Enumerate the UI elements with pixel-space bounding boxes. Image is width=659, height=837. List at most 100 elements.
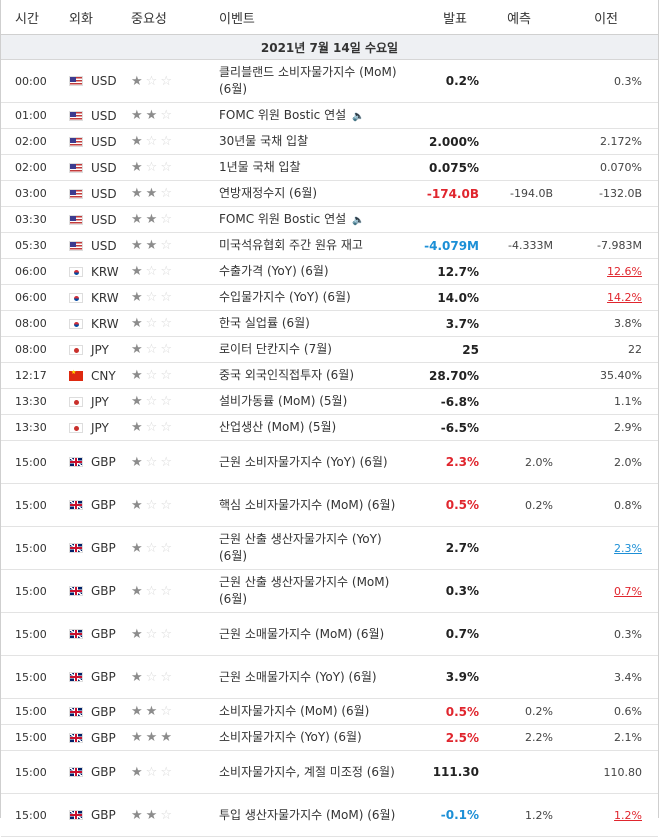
event-name-cell[interactable]: 한국 실업률 (6월) bbox=[217, 310, 399, 337]
event-name-cell[interactable]: 미국석유협회 주간 원유 재고 bbox=[217, 232, 399, 259]
event-name-cell[interactable]: 근원 소매물가지수 (MoM) (6월) bbox=[217, 612, 399, 656]
event-name[interactable]: 근원 산출 생산자물가지수 (MoM) (6월) bbox=[219, 575, 390, 606]
event-row[interactable]: 02:00 USD ★ ☆ ☆ 30년물 국채 입찰 2.000% 2.172% bbox=[1, 128, 658, 155]
event-name[interactable]: 설비가동률 (MoM) (5월) bbox=[219, 394, 348, 408]
event-name-cell[interactable]: 클리블랜드 소비자물가지수 (MoM) (6월) bbox=[217, 59, 399, 103]
flag-us-icon bbox=[69, 162, 83, 173]
event-row[interactable]: 13:30 JPY ★ ☆ ☆ 설비가동률 (MoM) (5월) -6.8% 1.1% bbox=[1, 388, 658, 415]
event-name-cell[interactable]: 설비가동률 (MoM) (5월) bbox=[217, 388, 399, 415]
event-name-cell[interactable]: 근원 소매물가지수 (YoY) (6월) bbox=[217, 655, 399, 699]
star-icon: ☆ bbox=[160, 669, 172, 685]
event-row[interactable]: 08:00 JPY ★ ☆ ☆ 로이터 단칸지수 (7월) 25 22 bbox=[1, 336, 658, 363]
event-name-cell[interactable]: 소비자물가지수, 계절 미조정 (6월) bbox=[217, 750, 399, 794]
star-icon: ☆ bbox=[160, 704, 172, 719]
event-time: 06:00 bbox=[1, 284, 65, 311]
event-name-cell[interactable]: 30년물 국채 입찰 bbox=[217, 128, 399, 155]
event-name-cell[interactable]: 수출가격 (YoY) (6월) bbox=[217, 258, 399, 285]
event-name[interactable]: 근원 소매물가지수 (MoM) (6월) bbox=[219, 626, 385, 641]
event-name[interactable]: 근원 산출 생산자물가지수 (YoY) (6월) bbox=[219, 532, 382, 563]
event-row[interactable]: 15:00 GBP ★ ☆ ☆ 근원 산출 생산자물가지수 (YoY) (6월) 2.7% 2… bbox=[1, 526, 658, 570]
event-row[interactable]: 13:30 JPY ★ ☆ ☆ 산업생산 (MoM) (5월) -6.5% 2.9% bbox=[1, 414, 658, 441]
event-name[interactable]: 연방재정수지 (6월) bbox=[219, 186, 318, 200]
event-name[interactable]: 30년물 국채 입찰 bbox=[219, 134, 309, 148]
event-name-cell[interactable]: 소비자물가지수 (MoM) (6월) bbox=[217, 698, 399, 725]
event-row[interactable]: 02:00 USD ★ ☆ ☆ 1년물 국채 입찰 0.075% 0.070% bbox=[1, 154, 658, 181]
event-name[interactable]: 투입 생산자물가지수 (MoM) (6월) bbox=[219, 807, 396, 822]
event-name[interactable]: 1년물 국채 입찰 bbox=[219, 160, 301, 174]
event-name[interactable]: 미국석유협회 주간 원유 재고 bbox=[219, 238, 363, 252]
currency-code: USD bbox=[91, 134, 117, 149]
event-name[interactable]: 수출가격 (YoY) (6월) bbox=[219, 264, 329, 278]
header-time[interactable]: 시간 bbox=[1, 0, 65, 35]
event-name-cell[interactable]: 소비자물가지수 (YoY) (6월) bbox=[217, 724, 399, 751]
event-name[interactable]: FOMC 위원 Bostic 연설 bbox=[219, 211, 347, 226]
event-name-cell[interactable]: FOMC 위원 Bostic 연설 🔈 bbox=[217, 102, 399, 129]
flag-gb-icon bbox=[69, 706, 83, 717]
event-row[interactable]: 01:00 USD ★ ★ ☆ FOMC 위원 Bostic 연설 🔈 bbox=[1, 102, 658, 129]
event-row[interactable]: 03:00 USD ★ ★ ☆ 연방재정수지 (6월) -174.0B -194.0B -132… bbox=[1, 180, 658, 207]
event-name[interactable]: 한국 실업률 (6월) bbox=[219, 316, 310, 330]
event-row[interactable]: 15:00 GBP ★ ★ ☆ 투입 생산자물가지수 (MoM) (6월) -0.1% 1.2… bbox=[1, 793, 658, 837]
event-row[interactable]: 12:17CNY★☆☆중국 외국인직접투자 (6월)28.70%35.40% bbox=[1, 362, 658, 389]
event-name-cell[interactable]: 투입 생산자물가지수 (MoM) (6월) bbox=[217, 793, 399, 837]
event-time: 15:00 bbox=[1, 569, 65, 613]
event-name[interactable]: 클리블랜드 소비자물가지수 (MoM) (6월) bbox=[219, 65, 397, 96]
event-name-cell[interactable]: 1년물 국채 입찰 bbox=[217, 154, 399, 181]
event-name[interactable]: 소비자물가지수 (MoM) (6월) bbox=[219, 704, 370, 718]
event-forecast bbox=[485, 336, 559, 363]
header-actual[interactable]: 발표 bbox=[399, 0, 485, 35]
event-name-cell[interactable]: 로이터 단칸지수 (7월) bbox=[217, 336, 399, 363]
event-name-cell[interactable]: 수입물가지수 (YoY) (6월) bbox=[217, 284, 399, 311]
event-row[interactable]: 08:00 KRW ★ ☆ ☆ 한국 실업률 (6월) 3.7% 3.8% bbox=[1, 310, 658, 337]
star-icon: ★ bbox=[131, 497, 143, 513]
event-name[interactable]: 수입물가지수 (YoY) (6월) bbox=[219, 290, 351, 304]
header-currency[interactable]: 외화 bbox=[65, 0, 129, 35]
header-event[interactable]: 이벤트 bbox=[217, 0, 399, 35]
event-name[interactable]: 근원 소비자물가지수 (YoY) (6월) bbox=[219, 454, 388, 469]
event-row[interactable]: 15:00 GBP ★ ☆ ☆ 소비자물가지수, 계절 미조정 (6월) 111.30 110… bbox=[1, 750, 658, 794]
event-name-cell[interactable]: 중국 외국인직접투자 (6월) bbox=[217, 362, 399, 389]
star-icon: ★ bbox=[145, 238, 158, 253]
speaker-icon: 🔈 bbox=[352, 214, 365, 226]
event-name-cell[interactable]: 연방재정수지 (6월) bbox=[217, 180, 399, 207]
event-name[interactable]: 로이터 단칸지수 (7월) bbox=[219, 342, 332, 356]
event-currency: USD bbox=[65, 232, 129, 259]
header-previous[interactable]: 이전 bbox=[559, 0, 658, 35]
event-name[interactable]: 핵심 소비자물가지수 (MoM) (6월) bbox=[219, 497, 396, 512]
event-name[interactable]: 중국 외국인직접투자 (6월) bbox=[219, 368, 355, 382]
event-name-cell[interactable]: 산업생산 (MoM) (5월) bbox=[217, 414, 399, 441]
event-row[interactable]: 05:30 USD ★ ★ ☆ 미국석유협회 주간 원유 재고 -4.079M -4.333M… bbox=[1, 232, 658, 259]
event-row[interactable]: 15:00 GBP ★ ☆ ☆ 근원 산출 생산자물가지수 (MoM) (6월) 0.3% 0… bbox=[1, 569, 658, 613]
flag-kr-icon bbox=[69, 318, 83, 329]
event-name-cell[interactable]: 근원 산출 생산자물가지수 (YoY) (6월) bbox=[217, 526, 399, 570]
event-previous: 1.1% bbox=[559, 388, 658, 415]
event-row[interactable]: 15:00 GBP ★ ☆ ☆ 근원 소매물가지수 (MoM) (6월) 0.7% 0.3% bbox=[1, 612, 658, 656]
event-forecast: 0.2% bbox=[485, 483, 559, 527]
star-icon: ★ bbox=[131, 583, 143, 599]
event-row[interactable]: 15:00 GBP ★ ★ ★ 소비자물가지수 (YoY) (6월) 2.5% 2.2% 2.1… bbox=[1, 724, 658, 751]
event-row[interactable]: 06:00 KRW ★ ☆ ☆ 수출가격 (YoY) (6월) 12.7% 12.6% bbox=[1, 258, 658, 285]
event-row[interactable]: 03:30 USD ★ ★ ☆ FOMC 위원 Bostic 연설 🔈 bbox=[1, 206, 658, 233]
event-forecast: -4.333M bbox=[485, 232, 559, 259]
event-name[interactable]: 산업생산 (MoM) (5월) bbox=[219, 420, 337, 434]
event-name[interactable]: FOMC 위원 Bostic 연설 bbox=[219, 107, 347, 122]
star-icon: ☆ bbox=[145, 290, 158, 305]
event-row[interactable]: 06:00 KRW ★ ☆ ☆ 수입물가지수 (YoY) (6월) 14.0% 14.2% bbox=[1, 284, 658, 311]
event-name-cell[interactable]: 근원 산출 생산자물가지수 (MoM) (6월) bbox=[217, 569, 399, 613]
event-row[interactable]: 15:00 GBP ★ ☆ ☆ 근원 소매물가지수 (YoY) (6월) 3.9% 3.4% bbox=[1, 655, 658, 699]
event-time: 13:30 bbox=[1, 414, 65, 441]
event-name[interactable]: 근원 소매물가지수 (YoY) (6월) bbox=[219, 669, 377, 684]
event-name[interactable]: 소비자물가지수 (YoY) (6월) bbox=[219, 730, 362, 744]
event-name[interactable]: 소비자물가지수, 계절 미조정 (6월) bbox=[219, 764, 395, 779]
header-importance[interactable]: 중요성 bbox=[129, 0, 217, 35]
event-row[interactable]: 00:00 USD ★ ☆ ☆ 클리블랜드 소비자물가지수 (MoM) (6월) 0.2% 0… bbox=[1, 59, 658, 103]
event-forecast bbox=[485, 750, 559, 794]
event-row[interactable]: 15:00 GBP ★ ★ ☆ 소비자물가지수 (MoM) (6월) 0.5% 0.2% 0.6… bbox=[1, 698, 658, 725]
event-name-cell[interactable]: FOMC 위원 Bostic 연설 🔈 bbox=[217, 206, 399, 233]
event-name-cell[interactable]: 핵심 소비자물가지수 (MoM) (6월) bbox=[217, 483, 399, 527]
header-forecast[interactable]: 예측 bbox=[485, 0, 559, 35]
event-row[interactable]: 15:00 GBP ★ ☆ ☆ 핵심 소비자물가지수 (MoM) (6월) 0.5% 0.2%… bbox=[1, 483, 658, 527]
event-name-cell[interactable]: 근원 소비자물가지수 (YoY) (6월) bbox=[217, 440, 399, 484]
previous-value: 2.1% bbox=[614, 731, 642, 744]
event-row[interactable]: 15:00 GBP ★ ☆ ☆ 근원 소비자물가지수 (YoY) (6월) 2.3% 2.0%… bbox=[1, 440, 658, 484]
